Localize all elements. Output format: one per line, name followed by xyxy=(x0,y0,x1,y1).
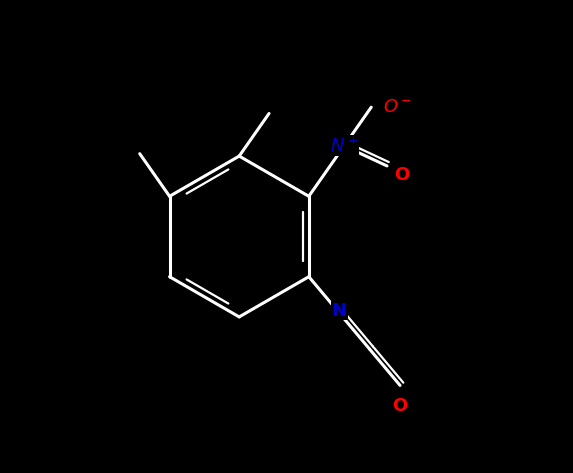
Text: N: N xyxy=(332,302,347,320)
Text: $N^+$: $N^+$ xyxy=(330,136,358,156)
Text: O: O xyxy=(394,166,409,184)
Text: $O^-$: $O^-$ xyxy=(383,98,412,116)
Text: O: O xyxy=(393,397,407,415)
